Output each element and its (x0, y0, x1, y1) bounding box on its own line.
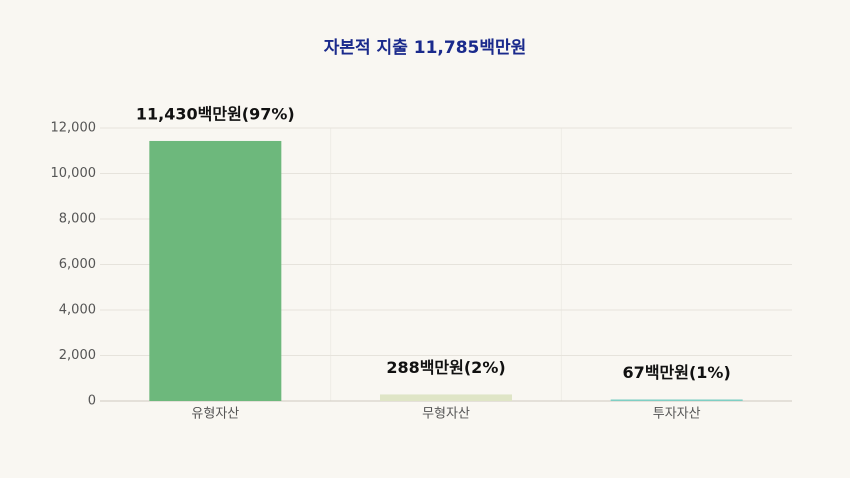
x-tick-label: 유형자산 (191, 407, 239, 422)
y-tick-label: 2,000 (59, 348, 96, 363)
bar (380, 394, 512, 401)
x-tick-label: 투자자산 (653, 407, 701, 422)
y-tick-label: 6,000 (59, 257, 96, 272)
y-tick-label: 8,000 (59, 212, 96, 227)
bar (610, 399, 743, 401)
chart-title: 자본적 지출 11,785백만원 (324, 38, 527, 58)
value-label: 67백만원(1%) (623, 363, 731, 382)
y-tick-label: 12,000 (51, 121, 97, 136)
y-tick-label: 4,000 (59, 303, 96, 318)
bar (149, 140, 282, 401)
y-tick-label: 0 (88, 394, 96, 409)
x-tick-label: 무형자산 (422, 407, 470, 422)
value-label: 288백만원(2%) (386, 358, 505, 377)
value-label: 11,430백만원(97%) (136, 104, 295, 123)
y-tick-label: 10,000 (51, 166, 97, 181)
